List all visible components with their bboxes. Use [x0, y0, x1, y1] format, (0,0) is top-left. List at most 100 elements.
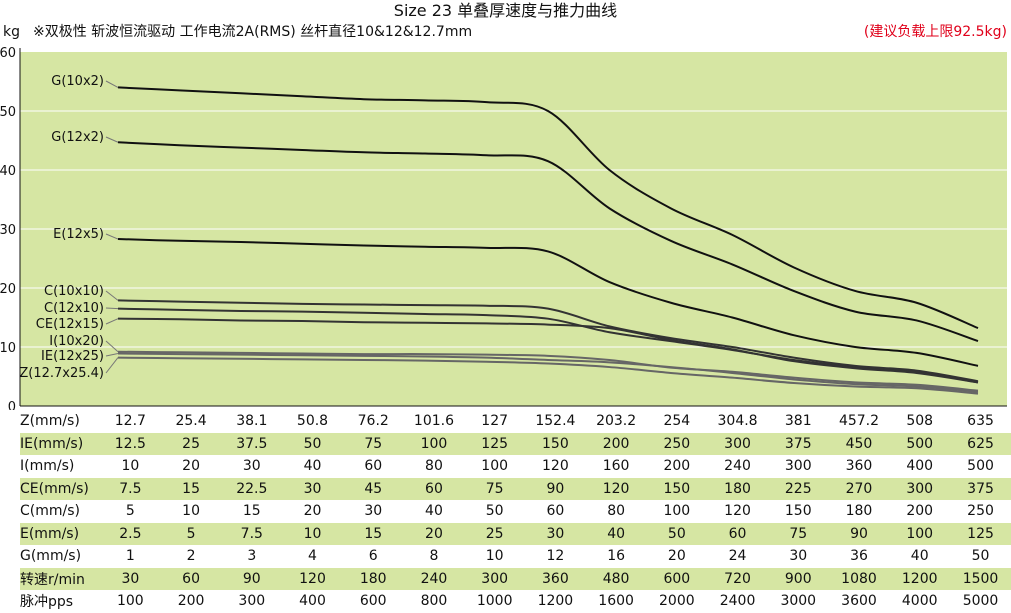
table-cell: 30	[100, 567, 161, 590]
row-label: G(mm/s)	[20, 548, 82, 565]
table-cell: 125	[950, 522, 1011, 545]
table-cell: 36	[850, 548, 868, 565]
row-label: C(mm/s)	[20, 503, 80, 520]
table-cell: 508	[906, 413, 934, 430]
table-cell: 625	[950, 432, 1011, 455]
table-cell: 203.2	[596, 413, 637, 430]
table-cell: 24	[728, 548, 747, 565]
table-cell: 100	[663, 503, 691, 520]
table-cell: 25	[464, 522, 526, 545]
table-cell: 25	[160, 432, 222, 455]
table-cell: 20	[303, 503, 322, 520]
table-row: G(mm/s) 1 2 3 4 6 8 10 12 16 20 24 30 36 40 50	[20, 545, 1011, 568]
table-cell: 6	[368, 548, 378, 565]
table-cell: 12	[546, 548, 565, 565]
table-cell: 10	[485, 548, 504, 565]
y-tick-label: 50	[0, 105, 16, 120]
table-cell: 50	[646, 522, 708, 545]
series-label-1: G(12x2)	[51, 130, 104, 145]
table-cell: 270	[828, 477, 890, 500]
table-cell: 225	[767, 477, 829, 500]
y-tick-label: 20	[0, 282, 16, 297]
table-cell: 60	[403, 477, 465, 500]
table-cell: 60	[707, 522, 768, 545]
table-cell: 381	[784, 413, 812, 430]
table-cell: 8	[429, 548, 439, 565]
y-tick-label: 30	[0, 223, 16, 238]
table-cell: 100	[889, 522, 951, 545]
series-leader-3	[105, 290, 119, 301]
table-cell: 60	[546, 503, 565, 520]
y-axis-label: kg	[3, 24, 20, 40]
table-cell: 800	[420, 593, 448, 610]
table-cell: 7.5	[221, 522, 283, 545]
table-cell: 5	[125, 503, 135, 520]
table-cell: 2.5	[100, 522, 161, 545]
series-line-8	[117, 356, 979, 395]
table-cell: 150	[784, 503, 812, 520]
series-line-5	[117, 317, 979, 384]
table-cell: 15	[242, 503, 261, 520]
table-cell: 125	[464, 432, 526, 455]
table-cell: 375	[950, 477, 1011, 500]
series-label-6: I(10x20)	[49, 334, 104, 349]
table-cell: 180	[845, 503, 873, 520]
series-label-4: C(12x10)	[44, 301, 104, 316]
series-line-6	[117, 350, 979, 392]
table-cell: 30	[282, 477, 343, 500]
table-cell: 80	[425, 458, 443, 475]
table-cell: 3000	[780, 593, 817, 610]
series-line-2	[117, 238, 979, 367]
table-cell: 120	[585, 477, 647, 500]
table-cell: 300	[889, 477, 951, 500]
series-leader-6	[105, 340, 119, 353]
table-cell: 240	[403, 567, 465, 590]
table-cell: 5	[160, 522, 222, 545]
table-cell: 75	[464, 477, 526, 500]
row-label: E(mm/s)	[20, 522, 100, 545]
row-label: Z(mm/s)	[20, 413, 80, 430]
table-cell: 12.5	[100, 432, 161, 455]
table-cell: 300	[464, 567, 526, 590]
table-cell: 10	[182, 503, 200, 520]
table-cell: 1200	[889, 567, 951, 590]
table-cell: 1000	[476, 593, 513, 610]
row-label: 转速r/min	[20, 567, 100, 590]
series-line-0	[117, 86, 979, 330]
table-cell: 50	[282, 432, 343, 455]
table-cell: 200	[585, 432, 647, 455]
table-cell: 50	[485, 503, 504, 520]
table-cell: 400	[906, 458, 934, 475]
series-line-7	[117, 352, 979, 393]
series-leader-2	[105, 233, 119, 240]
y-tick-label: 10	[0, 341, 16, 356]
table-cell: 457.2	[838, 413, 880, 430]
series-line-4	[117, 307, 979, 384]
table-cell: 720	[707, 567, 768, 590]
table-row: 脉冲pps 100 200 300 400 600 800 1000 1200 1600 2000 2…	[20, 590, 1011, 613]
table-cell: 180	[707, 477, 768, 500]
table-cell: 200	[663, 458, 691, 475]
table-cell: 101.6	[413, 413, 454, 430]
table-row: C(mm/s) 5 10 15 20 30 40 50 60 80 100 120 150 180 200 2…	[20, 500, 1011, 523]
table-cell: 1600	[598, 593, 634, 610]
table-cell: 20	[403, 522, 465, 545]
table-cell: 600	[359, 593, 387, 610]
table-cell: 10	[282, 522, 343, 545]
table-cell: 4000	[901, 593, 938, 610]
series-leader-1	[105, 136, 119, 143]
row-label: IE(mm/s)	[20, 432, 100, 455]
series-label-2: E(12x5)	[53, 227, 104, 242]
table-row: Z(mm/s) 12.7 25.4 38.1 50.8 76.2 101.6 127 152.4…	[20, 410, 1011, 433]
table-cell: 635	[967, 413, 994, 430]
table-cell: 152.4	[535, 413, 576, 430]
table-cell: 120	[542, 458, 569, 475]
table-cell: 3600	[841, 593, 877, 610]
thrust-speed-chart: 0 10 20 30 40 50 60 G(10x2) G(12x2) E(12x5) C(10x1…	[0, 46, 1007, 410]
table-cell: 100	[403, 432, 465, 455]
series-label-7: IE(12x25)	[41, 349, 104, 364]
series-leader-4	[105, 307, 119, 310]
table-cell: 90	[828, 522, 890, 545]
table-cell: 75	[342, 432, 404, 455]
table-cell: 12.7	[114, 413, 146, 430]
